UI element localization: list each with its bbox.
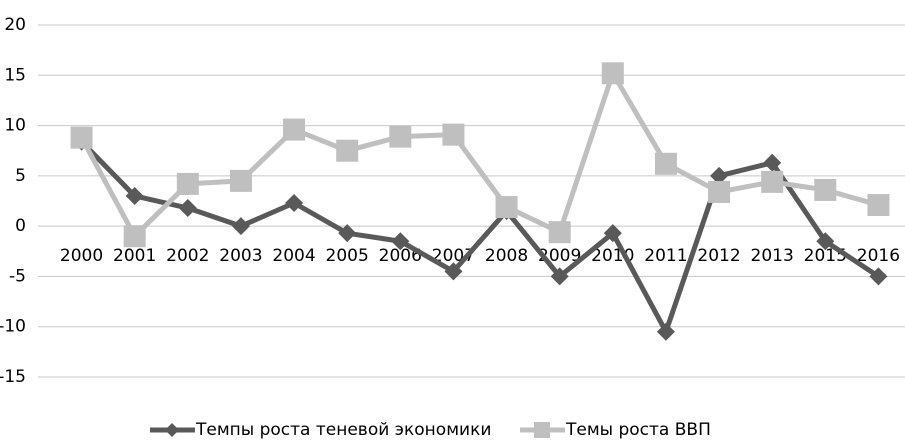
data-point <box>125 186 144 205</box>
data-point <box>123 225 146 248</box>
y-tick-label: 0 <box>15 216 26 236</box>
y-tick-label: -15 <box>0 367 26 387</box>
x-tick-label: 2000 <box>60 246 103 266</box>
data-point <box>603 224 622 243</box>
x-tick-label: 2001 <box>113 246 156 266</box>
y-tick-label: -5 <box>9 266 26 286</box>
data-point <box>283 118 306 141</box>
x-tick-label: 2006 <box>379 246 422 266</box>
data-point <box>869 267 888 286</box>
data-point <box>285 194 304 213</box>
data-point <box>816 232 835 251</box>
data-point <box>389 125 412 148</box>
data-point <box>550 267 569 286</box>
data-point <box>70 126 93 149</box>
y-tick-label: 10 <box>4 116 26 136</box>
data-point <box>656 322 675 341</box>
legend-marker <box>165 423 179 437</box>
x-tick-label: 2012 <box>697 246 740 266</box>
data-point <box>231 217 250 236</box>
x-tick-label: 2013 <box>751 246 794 266</box>
data-point <box>763 153 782 172</box>
data-point <box>176 172 199 195</box>
data-point <box>601 62 624 85</box>
data-point <box>336 139 359 162</box>
x-tick-label: 2002 <box>166 246 209 266</box>
x-tick-label: 2003 <box>219 246 262 266</box>
y-tick-label: 20 <box>4 15 26 35</box>
data-point <box>442 123 465 146</box>
data-point <box>654 152 677 175</box>
legend-marker <box>534 422 550 438</box>
series-line <box>79 70 880 239</box>
data-point <box>391 232 410 251</box>
data-point <box>229 169 252 192</box>
data-point <box>338 224 357 243</box>
series-line <box>79 139 880 335</box>
y-tick-label: 15 <box>4 65 26 85</box>
x-tick-label: 2016 <box>857 246 900 266</box>
x-tick-label: 2005 <box>326 246 369 266</box>
legend-label: Темы роста ВВП <box>565 420 711 440</box>
x-tick-label: 2008 <box>485 246 528 266</box>
legend-label: Темпы роста теневой экономики <box>195 420 491 440</box>
data-point <box>444 262 463 281</box>
data-point <box>708 180 731 203</box>
y-tick-label: -10 <box>0 317 26 337</box>
y-tick-label: 5 <box>15 166 26 186</box>
data-point <box>867 194 890 217</box>
data-point <box>710 166 729 185</box>
data-point <box>814 178 837 201</box>
data-point <box>548 221 571 244</box>
data-point <box>178 199 197 218</box>
data-point <box>495 196 518 219</box>
data-point <box>761 170 784 193</box>
x-tick-label: 2011 <box>644 246 687 266</box>
x-tick-label: 2004 <box>272 246 315 266</box>
